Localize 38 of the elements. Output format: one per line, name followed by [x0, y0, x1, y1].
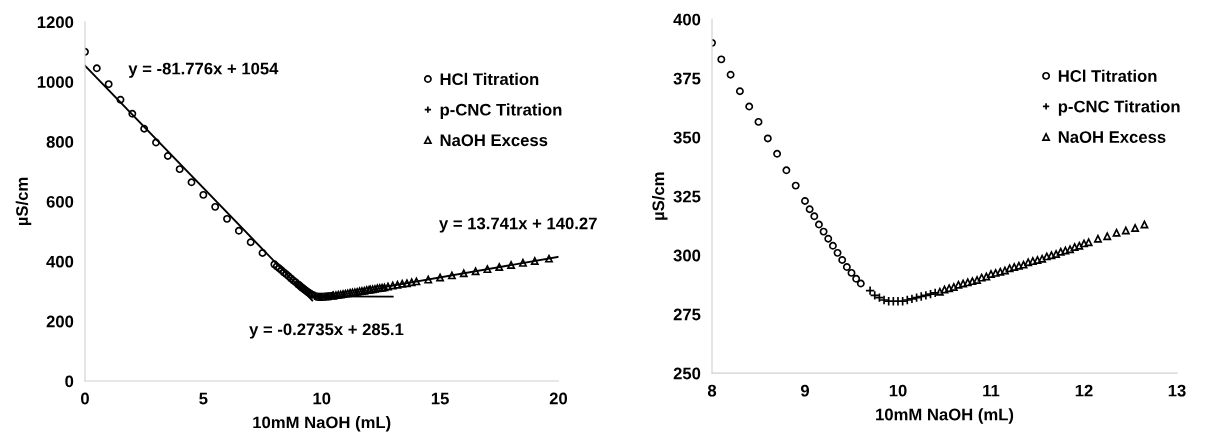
- x-tick-label: 9: [800, 384, 810, 397]
- y-tick-label: 1200: [37, 16, 74, 29]
- y-tick-label: 0: [65, 375, 74, 388]
- legend-label: NaOH Excess: [440, 134, 548, 147]
- x-tick-label: 20: [549, 392, 568, 405]
- annotation: y = -0.2735x + 285.1: [249, 323, 404, 339]
- y-axis-title: µS/cm: [15, 177, 32, 226]
- legend-label: HCl Titration: [440, 72, 539, 86]
- x-tick-label: 10: [889, 384, 907, 397]
- y-tick-label: 400: [673, 13, 701, 26]
- x-tick-label: 0: [81, 392, 89, 405]
- y-tick-label: 800: [46, 136, 74, 148]
- y-tick-label: 300: [673, 249, 701, 262]
- y-tick-label: 325: [673, 190, 701, 203]
- x-axis-title: 10mM NaOH (mL): [876, 408, 1014, 424]
- y-tick-label: 350: [673, 131, 701, 144]
- y-tick-label: 400: [46, 255, 74, 268]
- y-tick-label: 375: [673, 72, 701, 85]
- annotation: y = -81.776x + 1054: [128, 62, 279, 78]
- x-tick-label: 11: [983, 384, 1000, 397]
- legend-label: p-CNC Titration: [1058, 100, 1180, 116]
- x-tick-label: 10: [313, 392, 331, 405]
- y-tick-label: 600: [46, 195, 74, 208]
- legend-label: HCl Titration: [1058, 69, 1157, 82]
- x-tick-label: 12: [1075, 384, 1093, 397]
- legend-label: p-CNC Titration: [440, 103, 562, 119]
- x-axis-title: 10mM NaOH (mL): [253, 416, 391, 432]
- x-tick-label: 5: [199, 392, 208, 405]
- x-tick-label: 13: [1168, 384, 1186, 397]
- x-tick-label: 8: [707, 384, 717, 397]
- y-axis-title: µS/cm: [652, 172, 668, 220]
- y-tick-label: 1000: [37, 76, 74, 88]
- legend-label: NaOH Excess: [1058, 131, 1166, 143]
- y-tick-label: 275: [673, 308, 701, 321]
- y-tick-label: 250: [673, 367, 701, 380]
- annotation: y = 13.741x + 140.27: [439, 217, 597, 233]
- x-tick-label: 15: [431, 392, 449, 405]
- y-tick-label: 200: [46, 315, 74, 328]
